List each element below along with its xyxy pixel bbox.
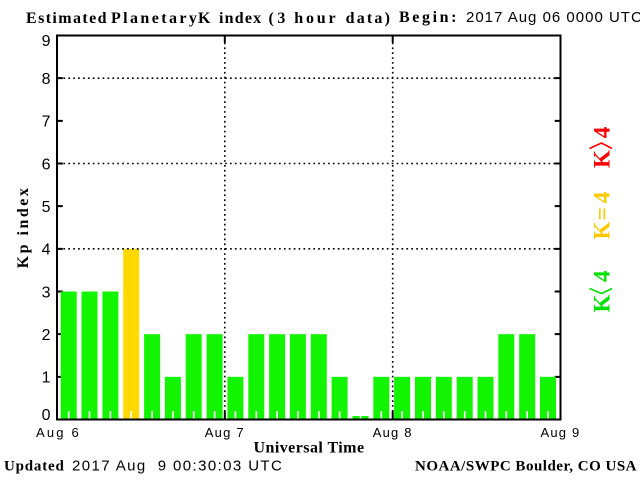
svg-text:K: K bbox=[590, 294, 615, 312]
svg-text:6: 6 bbox=[42, 156, 51, 173]
svg-text:K: K bbox=[590, 150, 615, 168]
svg-text:9: 9 bbox=[42, 33, 51, 50]
svg-text:Aug 7: Aug 7 bbox=[205, 425, 245, 440]
svg-text:Universal Time: Universal Time bbox=[253, 440, 364, 457]
svg-text:Aug 8: Aug 8 bbox=[373, 425, 413, 440]
svg-text:K: K bbox=[590, 222, 615, 240]
svg-text:NOAA/SWPC Boulder, CO USA: NOAA/SWPC Boulder, CO USA bbox=[415, 459, 637, 475]
svg-text:4: 4 bbox=[590, 270, 615, 282]
svg-text:=: = bbox=[590, 207, 615, 220]
svg-text:Aug 6: Aug 6 bbox=[36, 425, 81, 440]
svg-text:Kp index: Kp index bbox=[15, 186, 32, 269]
svg-text:5: 5 bbox=[42, 199, 51, 216]
svg-text:0: 0 bbox=[42, 407, 51, 424]
svg-text:Aug 9: Aug 9 bbox=[541, 425, 581, 440]
svg-text:4: 4 bbox=[590, 126, 615, 138]
svg-text:3: 3 bbox=[42, 284, 51, 301]
svg-text:Begin:: Begin: bbox=[399, 9, 459, 26]
svg-text:4: 4 bbox=[42, 242, 51, 259]
svg-text:2: 2 bbox=[42, 327, 51, 344]
svg-text:2017 Aug 9 00:30:03 UTC: 2017 Aug 9 00:30:03 UTC bbox=[72, 458, 283, 475]
svg-text:Updated: Updated bbox=[4, 459, 65, 475]
svg-text:4: 4 bbox=[590, 191, 615, 203]
svg-text:2017 Aug 06 0000 UTC: 2017 Aug 06 0000 UTC bbox=[466, 9, 640, 26]
svg-text:8: 8 bbox=[42, 71, 51, 88]
svg-text:7: 7 bbox=[42, 114, 51, 131]
svg-text:1: 1 bbox=[42, 370, 51, 387]
